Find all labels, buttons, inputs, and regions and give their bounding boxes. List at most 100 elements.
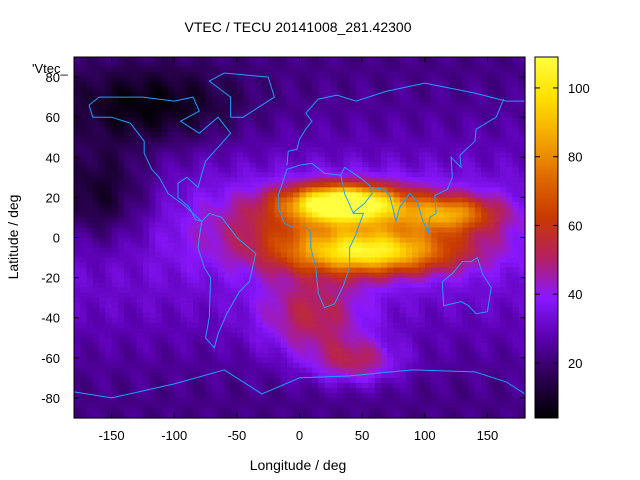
- heatmap-cell: [255, 67, 263, 73]
- heatmap-cell: [124, 187, 131, 193]
- heatmap-cell: [80, 307, 88, 314]
- heatmap-cell: [167, 192, 175, 198]
- heatmap-cell: [405, 307, 413, 314]
- heatmap-cell: [431, 392, 438, 399]
- heatmap-cell: [312, 232, 319, 239]
- heatmap-cell: [312, 177, 319, 183]
- heatmap-cell: [142, 202, 150, 209]
- heatmap-cell: [167, 317, 175, 324]
- heatmap-cell: [387, 287, 395, 294]
- heatmap-cell: [374, 187, 382, 193]
- heatmap-cell: [374, 207, 382, 214]
- heatmap-cell: [186, 392, 194, 399]
- heatmap-cell: [111, 387, 119, 394]
- heatmap-cell: [249, 82, 257, 88]
- heatmap-cell: [105, 357, 113, 364]
- heatmap-cell: [380, 382, 388, 389]
- heatmap-cell: [324, 312, 332, 319]
- heatmap-cell: [518, 347, 526, 354]
- heatmap-cell: [399, 352, 407, 359]
- heatmap-cell: [142, 277, 150, 284]
- heatmap-cell: [249, 317, 257, 324]
- heatmap-cell: [418, 82, 426, 88]
- heatmap-cell: [286, 192, 294, 198]
- heatmap-cell: [512, 347, 520, 354]
- heatmap-cell: [117, 312, 125, 319]
- heatmap-cell: [174, 382, 182, 389]
- heatmap-cell: [230, 317, 238, 324]
- heatmap-cell: [474, 352, 482, 359]
- heatmap-cell: [330, 122, 338, 128]
- heatmap-cell: [305, 67, 313, 73]
- heatmap-cell: [368, 207, 376, 214]
- heatmap-cell: [174, 202, 182, 209]
- heatmap-cell: [493, 267, 501, 274]
- heatmap-cell: [86, 217, 94, 224]
- heatmap-cell: [337, 177, 344, 183]
- heatmap-cell: [443, 157, 451, 163]
- heatmap-cell: [280, 252, 288, 259]
- heatmap-cell: [161, 112, 169, 118]
- heatmap-cell: [149, 132, 157, 138]
- heatmap-cell: [456, 342, 463, 349]
- heatmap-cell: [286, 357, 294, 364]
- heatmap-cell: [249, 392, 257, 399]
- heatmap-cell: [337, 227, 344, 234]
- heatmap-cell: [155, 327, 163, 334]
- heatmap-cell: [293, 187, 301, 193]
- heatmap-cell: [355, 397, 363, 404]
- heatmap-cell: [424, 62, 432, 68]
- heatmap-cell: [337, 277, 344, 284]
- heatmap-cell: [186, 217, 194, 224]
- heatmap-cell: [268, 162, 276, 168]
- heatmap-cell: [92, 177, 100, 183]
- heatmap-cell: [456, 332, 463, 339]
- heatmap-cell: [199, 287, 207, 294]
- heatmap-cell: [474, 317, 482, 324]
- heatmap-cell: [349, 232, 357, 239]
- heatmap-cell: [111, 377, 119, 384]
- heatmap-cell: [474, 202, 482, 209]
- heatmap-cell: [437, 192, 445, 198]
- heatmap-cell: [493, 117, 501, 123]
- heatmap-cell: [512, 77, 520, 83]
- heatmap-cell: [224, 312, 232, 319]
- heatmap-cell: [268, 267, 276, 274]
- heatmap-cell: [111, 372, 119, 379]
- heatmap-cell: [268, 342, 276, 349]
- heatmap-cell: [155, 212, 163, 219]
- heatmap-cell: [193, 277, 200, 284]
- heatmap-cell: [99, 87, 106, 93]
- heatmap-cell: [286, 172, 294, 178]
- heatmap-cell: [286, 182, 294, 188]
- heatmap-cell: [117, 157, 125, 163]
- heatmap-cell: [255, 207, 263, 214]
- heatmap-cell: [299, 167, 307, 173]
- heatmap-cell: [424, 297, 432, 304]
- heatmap-cell: [193, 382, 200, 389]
- heatmap-cell: [211, 167, 219, 173]
- heatmap-cell: [393, 252, 401, 259]
- heatmap-cell: [92, 72, 100, 78]
- heatmap-cell: [343, 127, 351, 133]
- heatmap-cell: [261, 267, 269, 274]
- heatmap-cell: [274, 87, 282, 93]
- heatmap-cell: [374, 287, 382, 294]
- heatmap-cell: [230, 187, 238, 193]
- heatmap-cell: [349, 267, 357, 274]
- heatmap-cell: [224, 397, 232, 404]
- heatmap-cell: [374, 262, 382, 269]
- heatmap-cell: [393, 77, 401, 83]
- heatmap-cell: [330, 192, 338, 198]
- heatmap-cell: [493, 352, 501, 359]
- heatmap-cell: [431, 107, 438, 113]
- heatmap-cell: [224, 112, 232, 118]
- heatmap-cell: [280, 272, 288, 279]
- heatmap-cell: [456, 367, 463, 374]
- heatmap-cell: [337, 182, 344, 188]
- heatmap-cell: [86, 57, 94, 63]
- heatmap-cell: [518, 367, 526, 374]
- heatmap-cell: [462, 87, 470, 93]
- heatmap-cell: [249, 87, 257, 93]
- heatmap-cell: [280, 347, 288, 354]
